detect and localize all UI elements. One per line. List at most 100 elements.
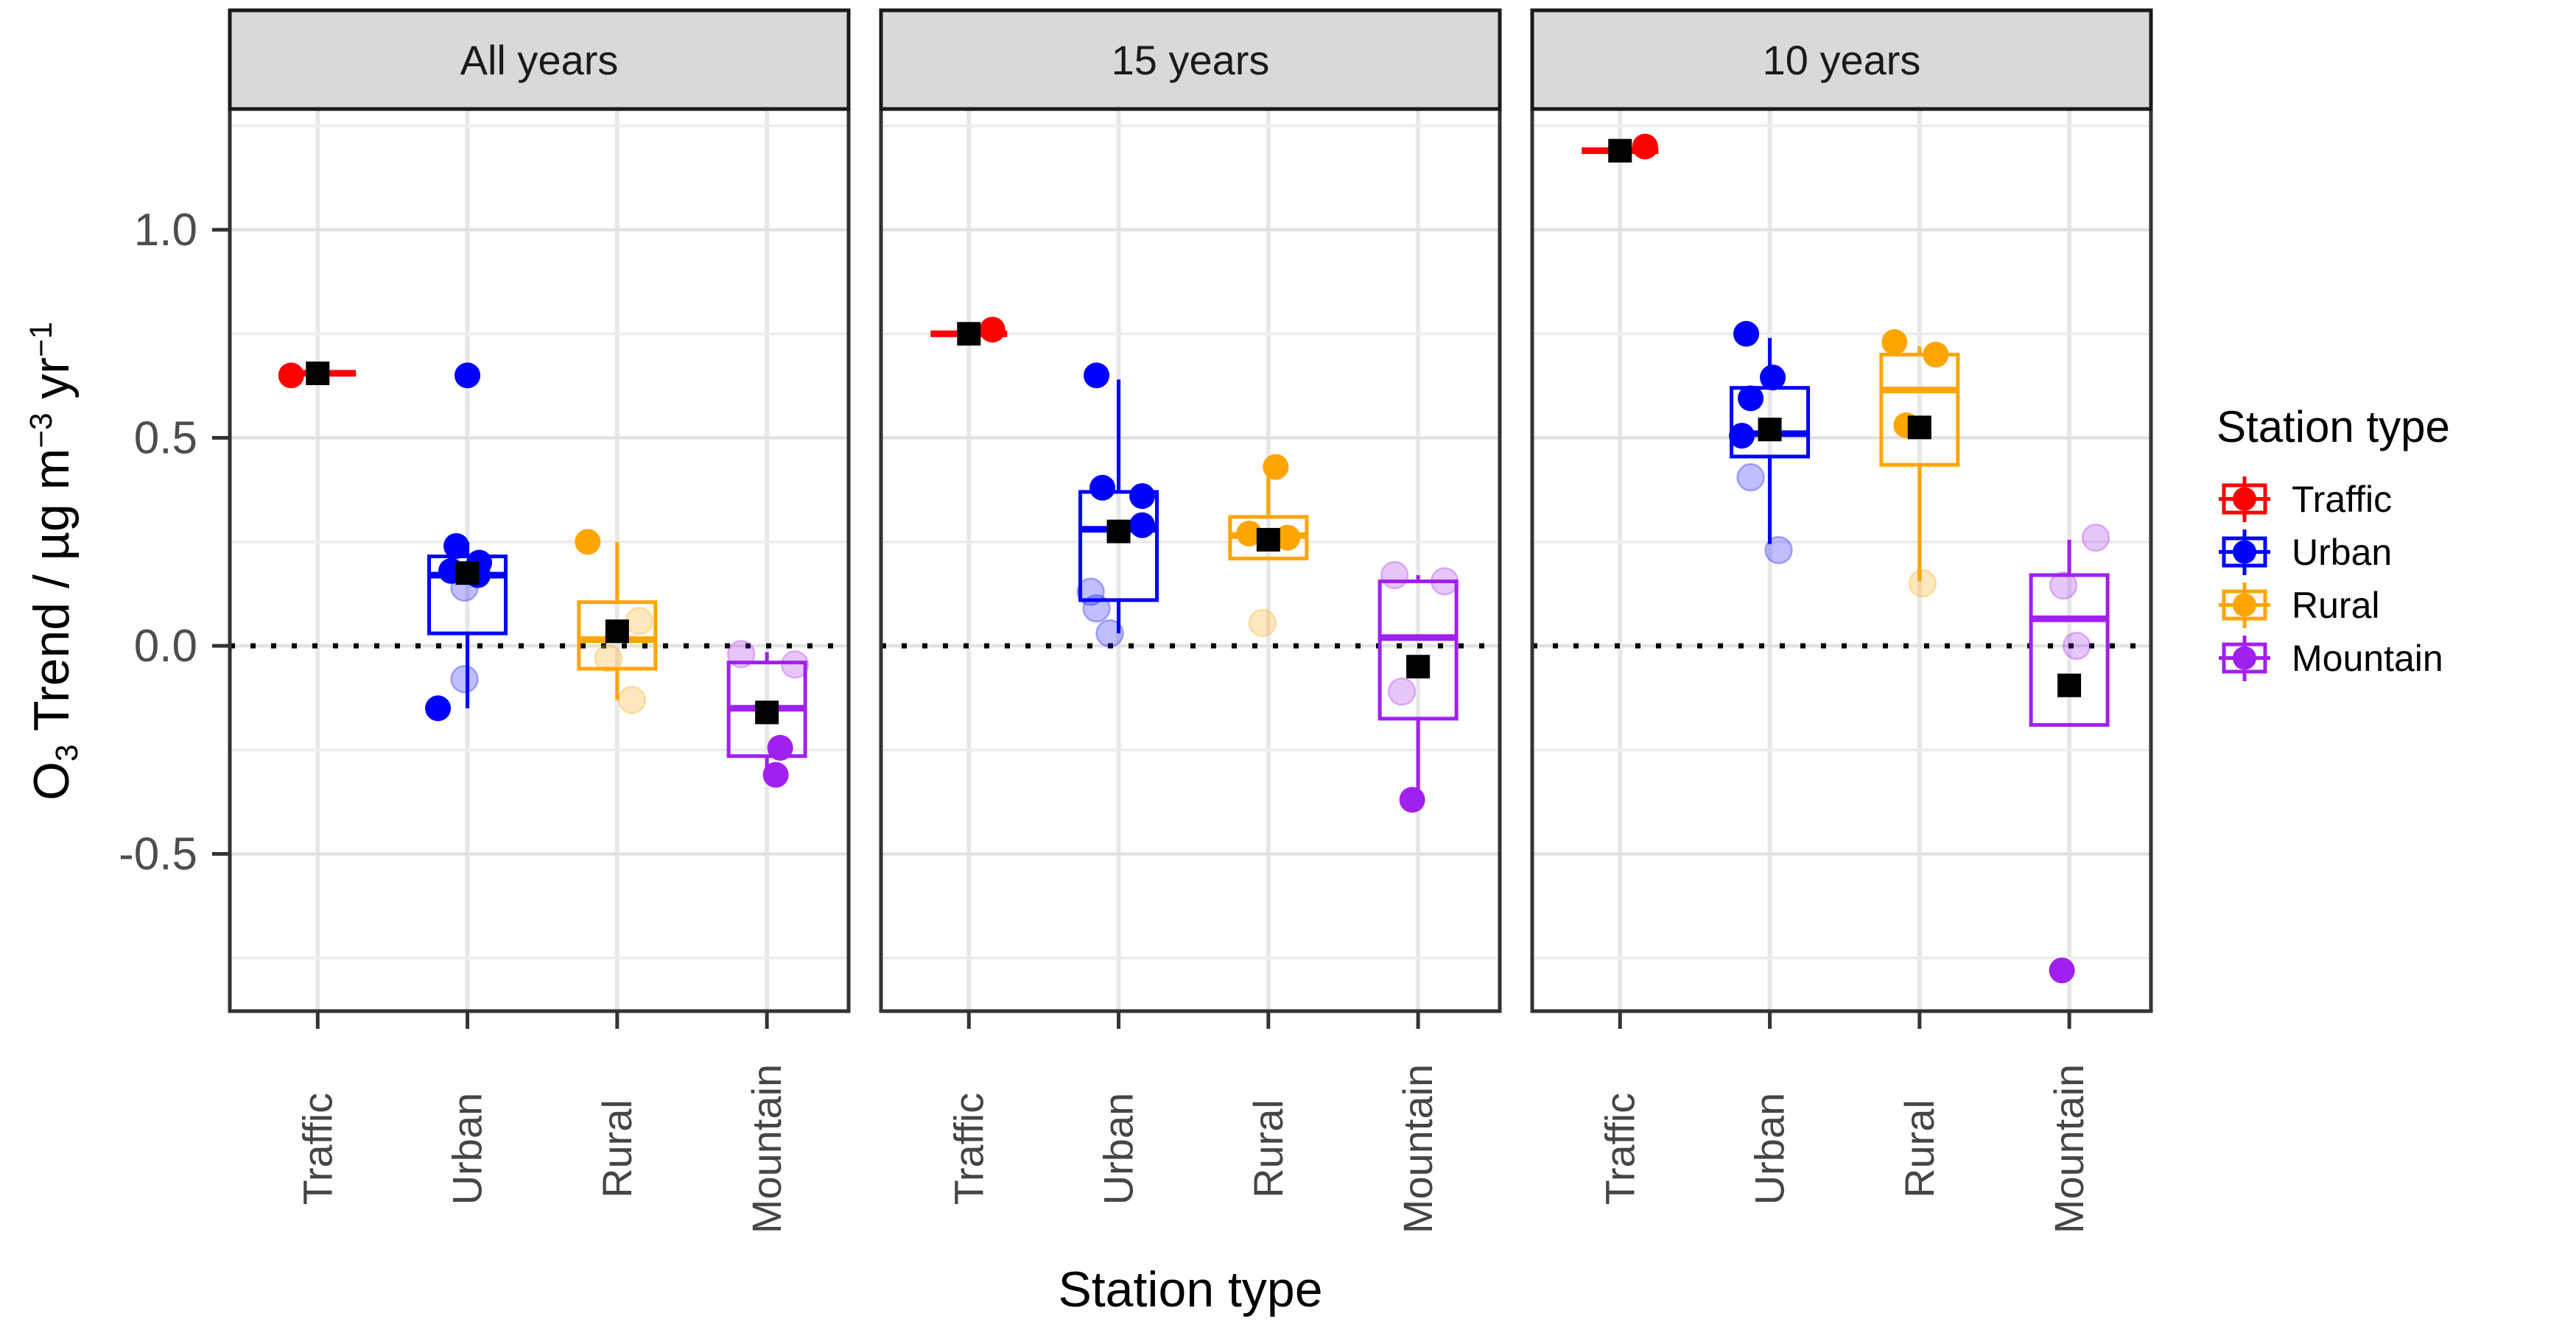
x-tick-label: Traffic bbox=[294, 1093, 340, 1205]
legend-items: Traffic Urban Rural Mountain bbox=[2214, 473, 2576, 685]
box bbox=[577, 600, 658, 671]
legend-item-label: Rural bbox=[2292, 585, 2380, 626]
boxplot-urban bbox=[1729, 320, 1811, 565]
y-axis: 1.0 0.5 0.0 -0.5 bbox=[119, 205, 230, 880]
panel-background bbox=[881, 109, 1500, 1011]
facet-label: All years bbox=[460, 37, 619, 83]
mean-square bbox=[306, 361, 330, 385]
y-axis-title-part: O bbox=[24, 761, 80, 801]
facet-all-years: All years Traffic Urban Rural Mountain bbox=[228, 8, 851, 1234]
y-tick-label: 0.5 bbox=[134, 413, 197, 464]
x-tick-label: Mountain bbox=[743, 1064, 790, 1234]
x-axis-title: Station type bbox=[1058, 1262, 1323, 1317]
legend-title: Station type bbox=[2217, 402, 2450, 451]
mean-square bbox=[455, 561, 480, 585]
legend-key-point bbox=[2233, 540, 2256, 564]
station-point-faded bbox=[625, 606, 654, 636]
legend-key-boxplot-icon bbox=[2219, 636, 2270, 681]
boxplot-mountain bbox=[1378, 560, 1459, 813]
station-point bbox=[1236, 520, 1263, 546]
y-axis-title-part: Trend / µg m bbox=[24, 448, 80, 745]
x-tick-label: Urban bbox=[1095, 1093, 1142, 1206]
station-point bbox=[767, 734, 793, 761]
mean-square bbox=[2057, 673, 2082, 697]
station-point bbox=[1729, 423, 1755, 449]
boxplot-traffic bbox=[930, 317, 1008, 346]
station-point-faded bbox=[1764, 535, 1793, 565]
station-point bbox=[1399, 787, 1425, 813]
station-point bbox=[762, 761, 789, 788]
facet-strip bbox=[228, 8, 851, 111]
mean-square bbox=[1406, 655, 1431, 679]
boxplot-rural bbox=[1228, 454, 1309, 638]
station-point bbox=[455, 362, 481, 389]
station-point-faded bbox=[2062, 631, 2091, 661]
legend-item-urban: Urban bbox=[2214, 526, 2576, 579]
mean-square bbox=[1256, 527, 1280, 552]
y-tick-label: 0.0 bbox=[134, 621, 197, 672]
station-point-faded bbox=[1248, 608, 1277, 638]
station-point-faded bbox=[780, 650, 810, 679]
x-tick-label: Rural bbox=[1896, 1099, 1942, 1198]
y-axis-title-part: yr bbox=[24, 357, 80, 413]
station-point bbox=[1632, 133, 1658, 160]
station-point-faded bbox=[594, 644, 623, 673]
station-point-faded bbox=[2049, 571, 2078, 600]
station-point bbox=[1923, 342, 1949, 367]
x-tick-label: Urban bbox=[444, 1093, 491, 1206]
station-point bbox=[1089, 474, 1116, 501]
legend-key-point bbox=[2233, 487, 2256, 511]
legend-key-point bbox=[2233, 593, 2256, 617]
y-tick-label: 1.0 bbox=[134, 205, 197, 256]
panel-background bbox=[230, 109, 849, 1011]
legend-item-rural: Rural bbox=[2214, 579, 2576, 632]
facet-10-years: 10 years Traffic Urban Rural Mountain bbox=[1530, 8, 2153, 1234]
x-tick-label: Mountain bbox=[2046, 1064, 2092, 1234]
box bbox=[1879, 353, 1960, 467]
station-point bbox=[1760, 365, 1786, 391]
panel-background bbox=[1532, 109, 2151, 1011]
x-tick-label: Rural bbox=[594, 1099, 640, 1198]
station-point bbox=[1263, 454, 1289, 480]
mean-square bbox=[1106, 519, 1131, 543]
box bbox=[1078, 490, 1159, 602]
mean-square bbox=[957, 322, 981, 346]
station-point bbox=[1733, 320, 1760, 347]
box bbox=[1378, 579, 1459, 721]
boxplot-urban bbox=[425, 362, 508, 722]
station-point bbox=[1274, 524, 1301, 551]
legend-key-boxplot-icon bbox=[2219, 583, 2270, 628]
facet-label: 10 years bbox=[1763, 37, 1921, 83]
station-point bbox=[1129, 483, 1156, 510]
mean-square bbox=[1907, 415, 1931, 440]
box bbox=[427, 555, 508, 636]
station-point-faded bbox=[617, 686, 647, 714]
boxplot-traffic bbox=[278, 361, 357, 389]
legend-item-traffic: Traffic bbox=[2214, 473, 2576, 526]
station-point-faded bbox=[1908, 569, 1937, 598]
legend-item-label: Urban bbox=[2292, 532, 2393, 573]
x-tick-label: Mountain bbox=[1394, 1064, 1441, 1234]
station-point bbox=[1084, 362, 1110, 389]
y-axis-title-part: −3 bbox=[23, 412, 58, 448]
facet-strip bbox=[879, 8, 1502, 111]
mean-square bbox=[1758, 418, 1782, 442]
box bbox=[2029, 573, 2110, 727]
station-point-faded bbox=[1387, 677, 1417, 706]
y-tick-label: -0.5 bbox=[119, 829, 197, 880]
facet-strip bbox=[1530, 8, 2153, 111]
facet-15-years: 15 years Traffic Urban Rural Mountain bbox=[879, 8, 1502, 1234]
boxplot-traffic bbox=[1582, 133, 1659, 163]
station-point-faded bbox=[1736, 462, 1765, 492]
station-point-faded bbox=[1430, 567, 1459, 596]
legend-item-label: Mountain bbox=[2292, 638, 2443, 679]
station-point-faded bbox=[1082, 594, 1111, 623]
station-point-faded bbox=[726, 640, 756, 669]
y-axis-title-part: 3 bbox=[49, 744, 84, 762]
y-axis-title: O3 Trend / µg m−3 yr−1 bbox=[23, 322, 84, 801]
legend-key-point bbox=[2233, 646, 2256, 670]
station-point-faded bbox=[450, 664, 479, 694]
boxplot-mountain bbox=[2029, 523, 2110, 984]
